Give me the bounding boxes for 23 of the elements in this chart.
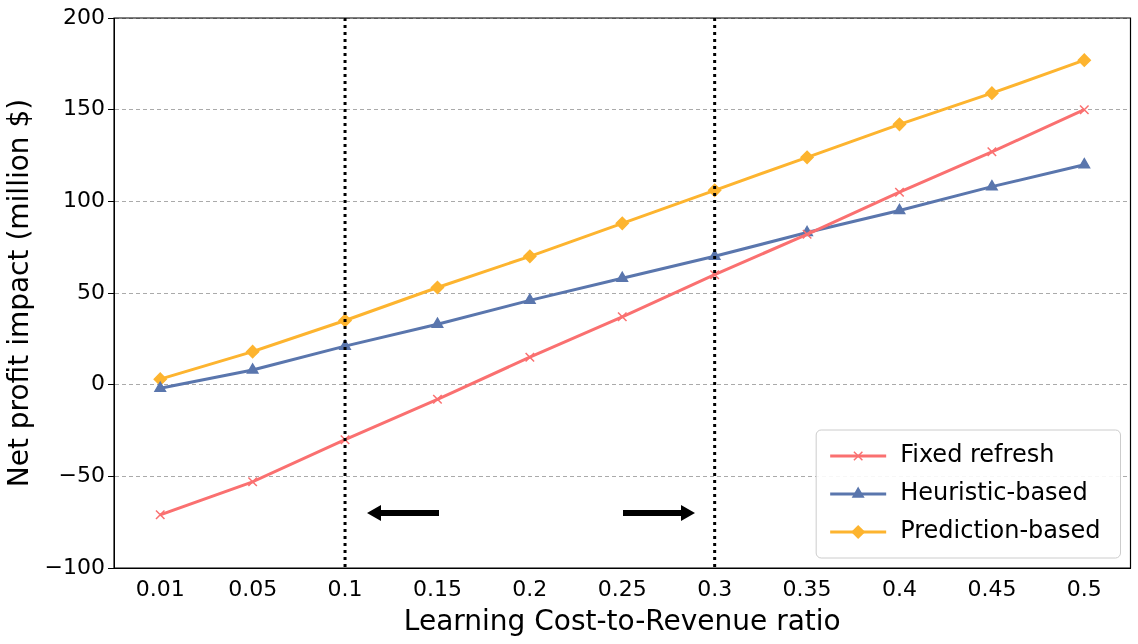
x-tick-label: 0.45 — [967, 575, 1017, 601]
x-axis-title: Learning Cost-to-Revenue ratio — [403, 604, 841, 638]
y-tick-label: −50 — [58, 462, 106, 488]
y-tick-label: 100 — [63, 187, 106, 213]
legend-label: Prediction-based — [900, 516, 1101, 545]
x-tick-label: 0.05 — [228, 575, 278, 601]
y-tick-label: 150 — [63, 95, 106, 121]
x-tick-label: 0.2 — [512, 575, 548, 601]
legend-label: Heuristic-based — [900, 478, 1088, 507]
x-tick-label: 0.25 — [597, 575, 647, 601]
x-tick-label: 0.5 — [1066, 575, 1102, 601]
y-axis-title: Net profit impact (million $) — [2, 98, 36, 488]
x-tick-label: 0.3 — [697, 575, 733, 601]
x-tick-label: 0.15 — [412, 575, 462, 601]
y-tick-label: 200 — [63, 3, 106, 29]
legend-label: Fixed refresh — [900, 440, 1055, 469]
y-tick-label: 0 — [91, 370, 106, 396]
y-tick-label: −100 — [44, 553, 106, 579]
x-tick-label: 0.01 — [135, 575, 185, 601]
x-tick-label: 0.4 — [881, 575, 917, 601]
x-tick-label: 0.1 — [327, 575, 363, 601]
y-tick-label: 50 — [77, 278, 106, 304]
x-tick-label: 0.35 — [782, 575, 832, 601]
